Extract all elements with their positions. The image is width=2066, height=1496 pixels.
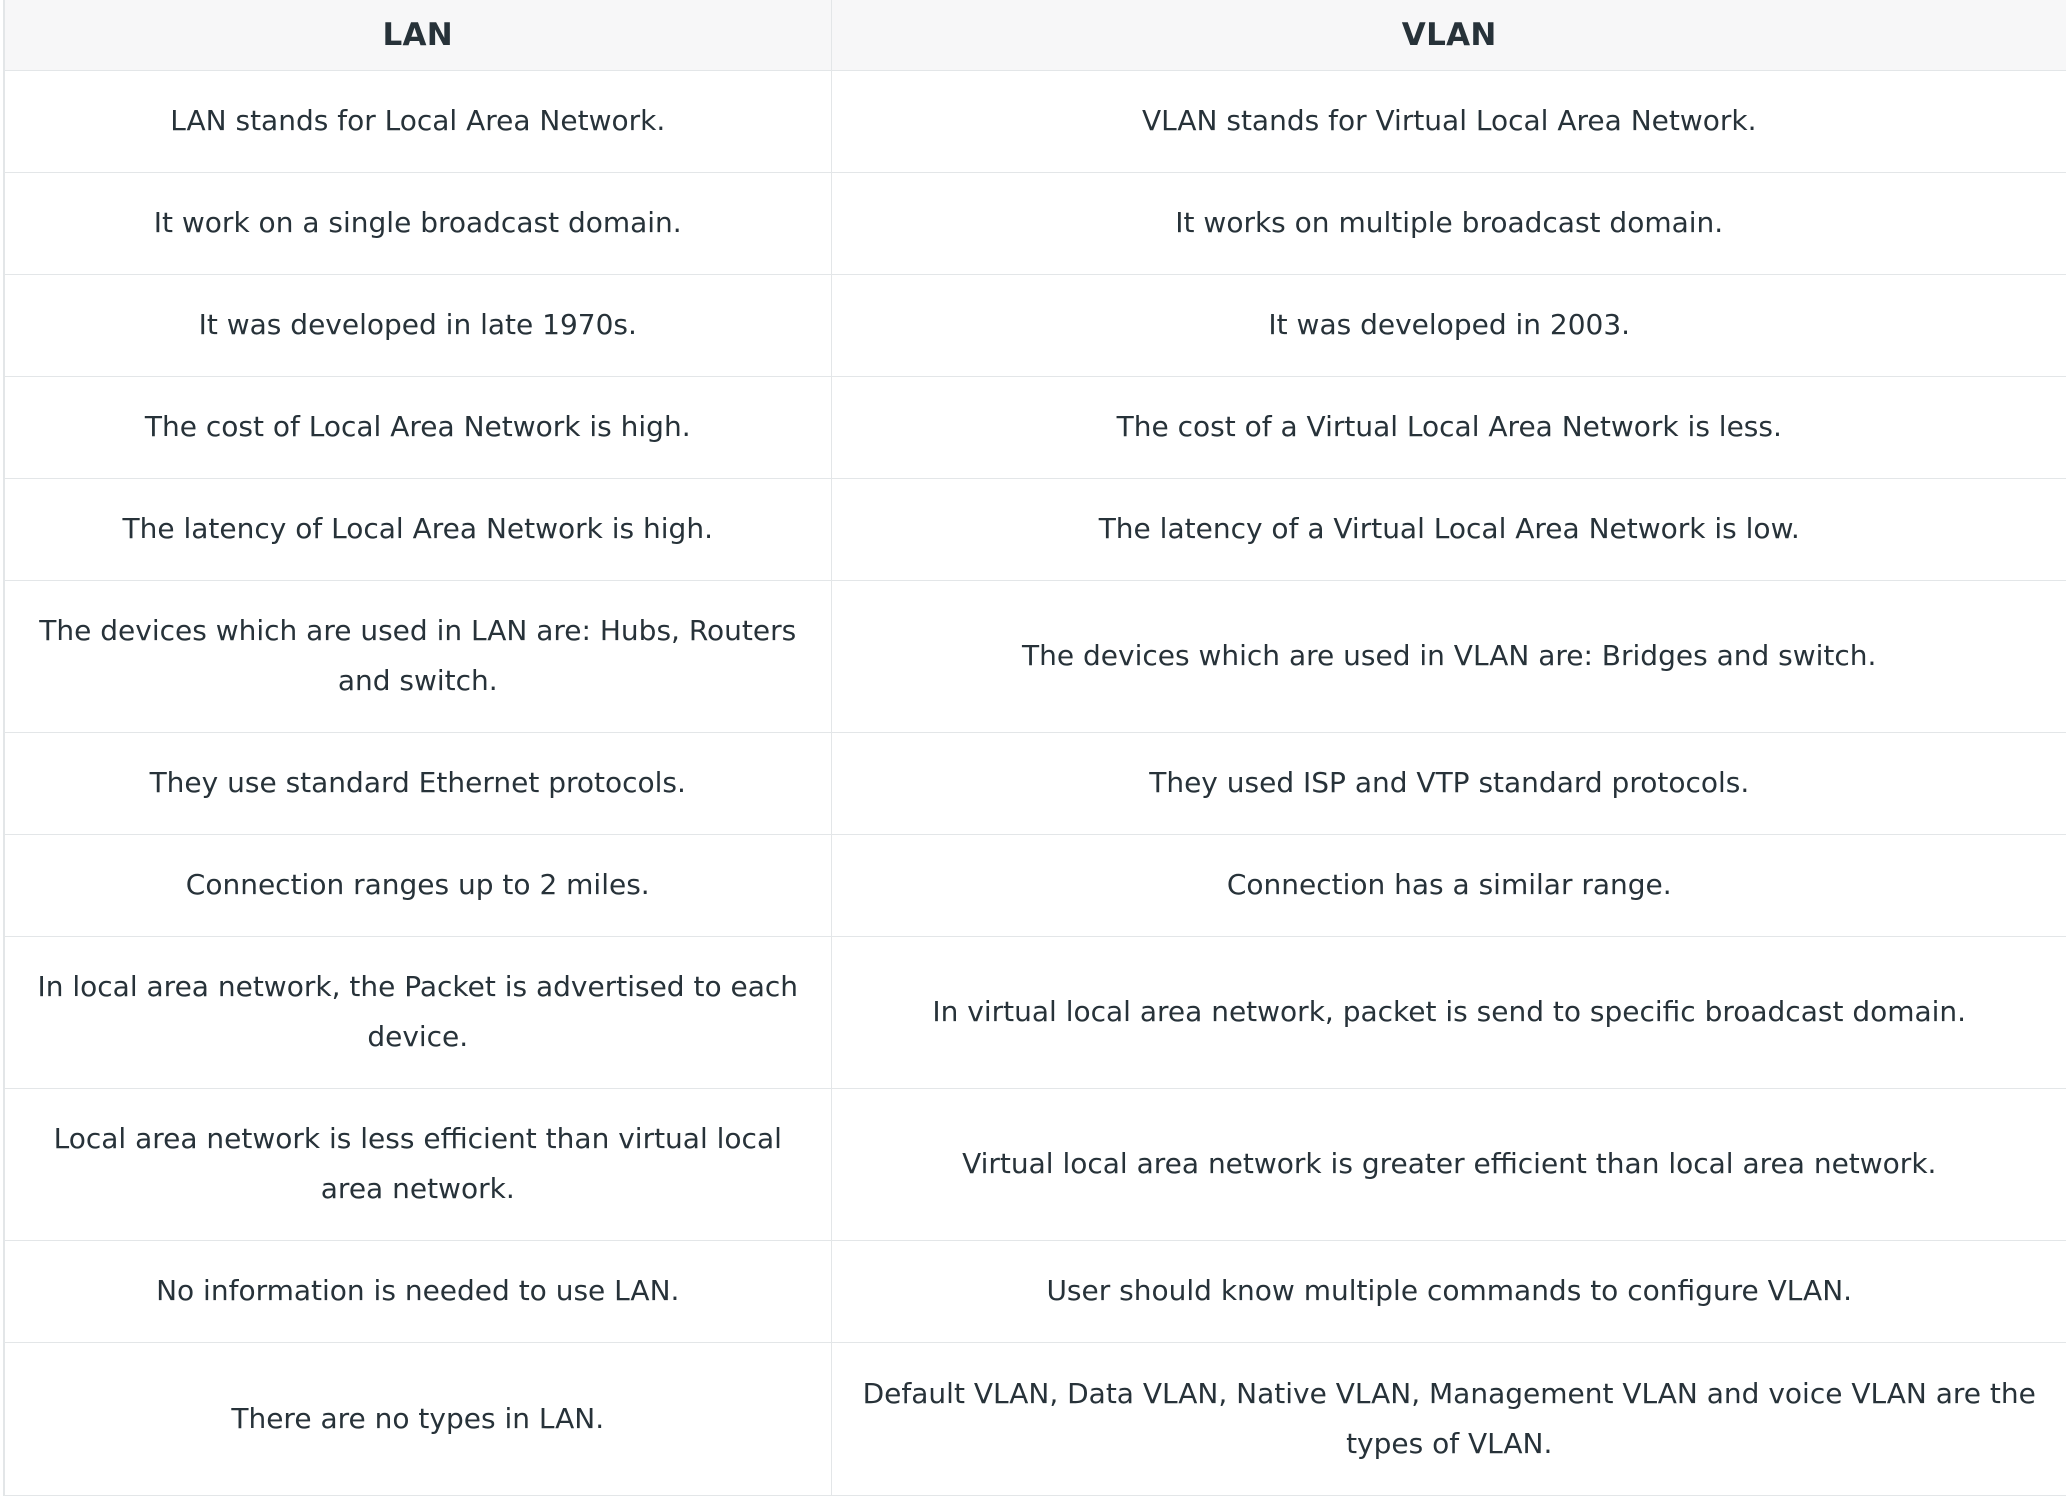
table-body: LAN stands for Local Area Network. VLAN … (3, 69, 2066, 1496)
cell-lan: The cost of Local Area Network is high. (3, 375, 832, 479)
table-row: It was developed in late 1970s. It was d… (3, 273, 2066, 377)
table-header: LAN VLAN (3, 0, 2066, 71)
header-lan: LAN (3, 0, 832, 71)
cell-vlan: In virtual local area network, packet is… (830, 935, 2066, 1089)
cell-lan: Connection ranges up to 2 miles. (3, 833, 832, 937)
cell-vlan: They used ISP and VTP standard protocols… (830, 731, 2066, 835)
cell-lan: It work on a single broadcast domain. (3, 171, 832, 275)
table-row: LAN stands for Local Area Network. VLAN … (3, 69, 2066, 173)
cell-vlan: It works on multiple broadcast domain. (830, 171, 2066, 275)
cell-lan: In local area network, the Packet is adv… (3, 935, 832, 1089)
cell-vlan: The devices which are used in VLAN are: … (830, 579, 2066, 733)
cell-lan: They use standard Ethernet protocols. (3, 731, 832, 835)
cell-vlan: The latency of a Virtual Local Area Netw… (830, 477, 2066, 581)
cell-lan: The latency of Local Area Network is hig… (3, 477, 832, 581)
table-row: Local area network is less efficient tha… (3, 1087, 2066, 1241)
cell-lan: Local area network is less efficient tha… (3, 1087, 832, 1241)
table-row: The devices which are used in LAN are: H… (3, 579, 2066, 733)
cell-vlan: The cost of a Virtual Local Area Network… (830, 375, 2066, 479)
cell-lan: The devices which are used in LAN are: H… (3, 579, 832, 733)
cell-vlan: Connection has a similar range. (830, 833, 2066, 937)
table-row: In local area network, the Packet is adv… (3, 935, 2066, 1089)
table-row: The latency of Local Area Network is hig… (3, 477, 2066, 581)
table-row: The cost of Local Area Network is high. … (3, 375, 2066, 479)
table-row: They use standard Ethernet protocols. Th… (3, 731, 2066, 835)
table-row: There are no types in LAN. Default VLAN,… (3, 1341, 2066, 1496)
cell-vlan: Default VLAN, Data VLAN, Native VLAN, Ma… (830, 1341, 2066, 1496)
cell-lan: LAN stands for Local Area Network. (3, 69, 832, 173)
header-row: LAN VLAN (3, 0, 2066, 71)
table-row: No information is needed to use LAN. Use… (3, 1239, 2066, 1343)
header-vlan: VLAN (830, 0, 2066, 71)
table-row: It work on a single broadcast domain. It… (3, 171, 2066, 275)
cell-lan: No information is needed to use LAN. (3, 1239, 832, 1343)
cell-vlan: Virtual local area network is greater ef… (830, 1087, 2066, 1241)
cell-vlan: It was developed in 2003. (830, 273, 2066, 377)
cell-vlan: User should know multiple commands to co… (830, 1239, 2066, 1343)
cell-lan: There are no types in LAN. (3, 1341, 832, 1496)
cell-lan: It was developed in late 1970s. (3, 273, 832, 377)
table-row: Connection ranges up to 2 miles. Connect… (3, 833, 2066, 937)
cell-vlan: VLAN stands for Virtual Local Area Netwo… (830, 69, 2066, 173)
comparison-table: LAN VLAN LAN stands for Local Area Netwo… (3, 0, 2066, 1496)
